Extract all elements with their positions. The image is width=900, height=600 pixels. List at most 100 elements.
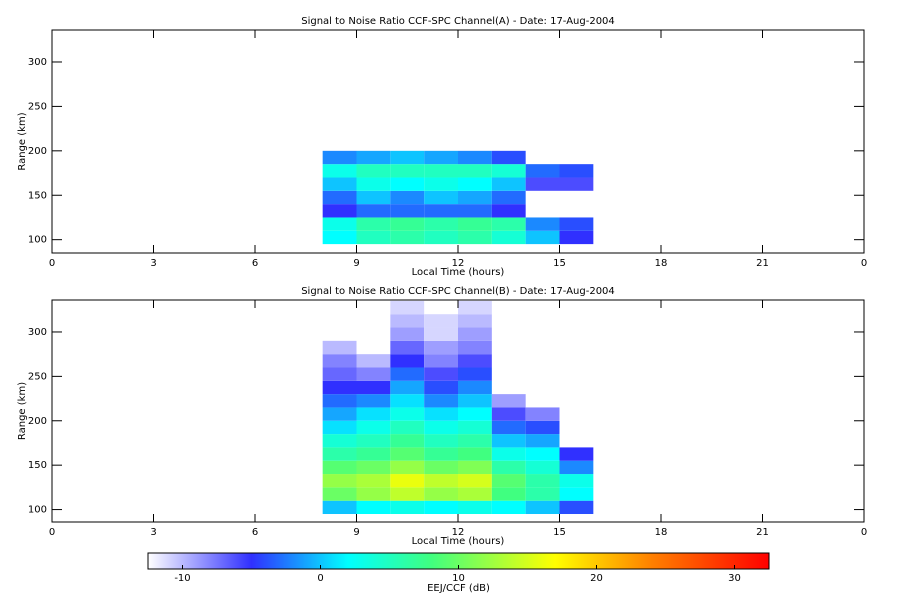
heatmap-cell [559, 487, 594, 501]
heatmap-cell [525, 420, 560, 435]
heatmap-cell [356, 460, 391, 475]
heatmap-cell [390, 340, 425, 355]
heatmap-cell [424, 217, 458, 231]
heatmap-cell [525, 460, 560, 475]
heatmap-cell [390, 204, 425, 218]
heatmap-cell [390, 190, 425, 205]
heatmap-cell [424, 434, 458, 448]
heatmap-cell [390, 300, 425, 315]
heatmap-cell [390, 447, 425, 461]
colorbar-tick-label: 20 [590, 573, 603, 584]
heatmap-cell [356, 394, 391, 408]
heatmap-cell [322, 500, 357, 515]
heatmap-cell [491, 474, 526, 488]
chart-title: Signal to Noise Ratio CCF-SPC Channel(A)… [301, 16, 615, 27]
heatmap-cell [458, 177, 492, 191]
heatmap-cell [491, 447, 526, 461]
x-axis-label: Local Time (hours) [412, 536, 505, 547]
heatmap-cell [458, 434, 492, 448]
heatmap-cell [491, 460, 526, 475]
heatmap-cell [491, 420, 526, 435]
heatmap-cell [322, 460, 357, 475]
y-tick-label: 200 [28, 416, 47, 427]
heatmap-cell [458, 314, 492, 328]
heatmap-cell [390, 327, 425, 341]
heatmap-cell [390, 434, 425, 448]
heatmap-cell [525, 474, 560, 488]
heatmap-cell [356, 380, 391, 395]
heatmap-cell [424, 367, 458, 381]
heatmap-cell [559, 474, 594, 488]
heatmap-cell [458, 367, 492, 381]
heatmap-cell [559, 447, 594, 461]
heatmap-cell [424, 190, 458, 205]
heatmap-cell [458, 150, 492, 165]
heatmap-cell [322, 394, 357, 408]
heatmap-cell [356, 367, 391, 381]
heatmap-cell [458, 204, 492, 218]
x-tick-label: 3 [150, 258, 156, 269]
heatmap-cell [491, 204, 526, 218]
heatmap-cell [390, 314, 425, 328]
y-tick-label: 250 [28, 371, 47, 382]
heatmap-cell [322, 447, 357, 461]
heatmap-cell [424, 380, 458, 395]
heatmap-cell [491, 434, 526, 448]
x-tick-label: 15 [553, 527, 566, 538]
x-tick-label: 0 [49, 527, 55, 538]
heatmap-cell [458, 407, 492, 421]
heatmap-cell [458, 340, 492, 355]
heatmap-cell [458, 354, 492, 368]
heatmap-cell [322, 367, 357, 381]
heatmap-cell [322, 230, 357, 245]
heatmap-cell [491, 407, 526, 421]
heatmap-cell [390, 164, 425, 178]
x-tick-label: 21 [756, 527, 769, 538]
x-tick-label: 9 [353, 527, 359, 538]
colorbar-tick-label: 0 [317, 573, 323, 584]
x-tick-label: 0 [861, 527, 867, 538]
heatmap-cell [390, 150, 425, 165]
heatmap-cell [322, 150, 357, 165]
heatmap-cell [322, 164, 357, 178]
heatmap-cell [322, 217, 357, 231]
heatmap-cell [424, 327, 458, 341]
heatmap-cell [356, 204, 391, 218]
heatmap-cell [491, 150, 526, 165]
heatmap-cell [559, 217, 594, 231]
heatmap-cell [390, 474, 425, 488]
heatmap-cell [322, 487, 357, 501]
heatmap-cell [390, 380, 425, 395]
heatmap-cell [424, 354, 458, 368]
heatmap-cell [424, 150, 458, 165]
y-tick-label: 150 [28, 460, 47, 471]
heatmap-cell [458, 447, 492, 461]
heatmap-cell [424, 204, 458, 218]
y-tick-label: 100 [28, 235, 47, 246]
heatmap-cell [424, 164, 458, 178]
x-tick-label: 0 [861, 258, 867, 269]
heatmap-cell [559, 230, 594, 245]
x-axis-label: Local Time (hours) [412, 267, 505, 278]
x-tick-label: 12 [452, 258, 465, 269]
colorbar-label: EEJ/CCF (dB) [427, 583, 490, 594]
heatmap-cell [322, 380, 357, 395]
x-tick-label: 3 [150, 527, 156, 538]
heatmap-cell [458, 487, 492, 501]
heatmap-cell [559, 460, 594, 475]
heatmap-cell [525, 434, 560, 448]
heatmap-cell [491, 230, 526, 245]
heatmap-cell [322, 190, 357, 205]
heatmap-cell [458, 420, 492, 435]
x-tick-label: 0 [49, 258, 55, 269]
x-tick-label: 12 [452, 527, 465, 538]
heatmap-cell [525, 447, 560, 461]
heatmap-cell [525, 487, 560, 501]
heatmap-cell [356, 487, 391, 501]
heatmap-cell [424, 420, 458, 435]
y-axis-label: Range (km) [17, 112, 28, 170]
heatmap-cell [424, 230, 458, 245]
heatmap-cell [424, 340, 458, 355]
heatmap-cell [424, 487, 458, 501]
colorbar-tick-label: -10 [174, 573, 190, 584]
